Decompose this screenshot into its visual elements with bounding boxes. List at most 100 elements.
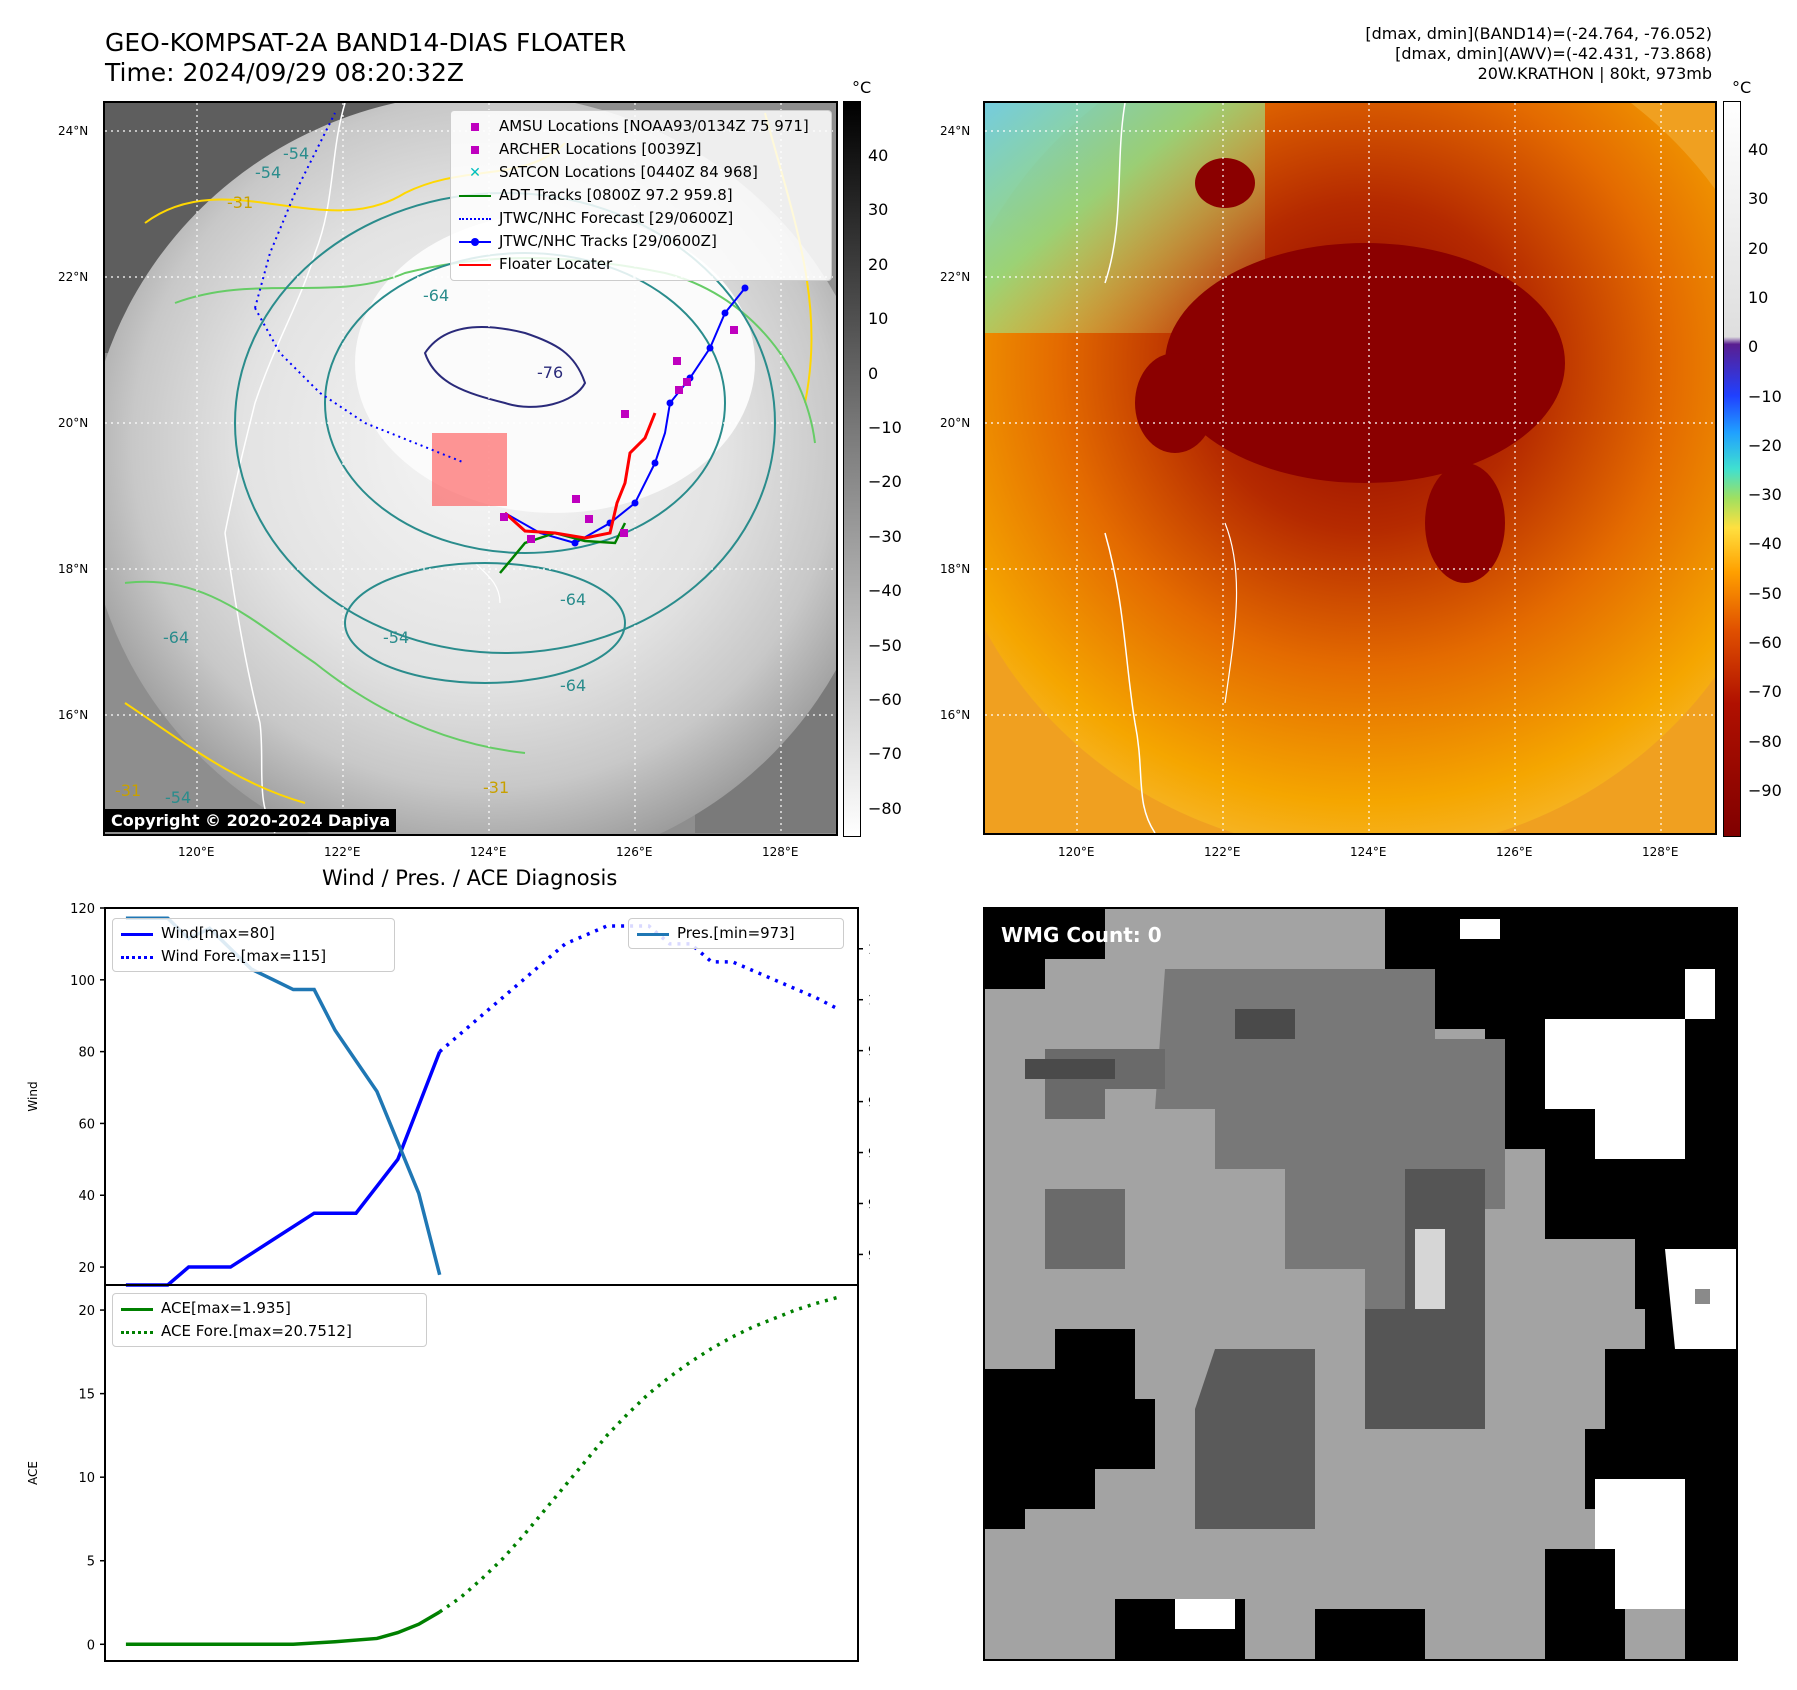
colorbar-tick: −70	[868, 744, 902, 764]
contour-label: -76	[537, 363, 563, 382]
y-right-tick-label: 995	[868, 1045, 870, 1060]
y-tick-label: 0	[87, 1638, 95, 1653]
y-axis-label: Wind	[26, 1081, 40, 1111]
colorbar-tick: 40	[868, 146, 889, 165]
lat-label: 24°N	[940, 124, 971, 138]
wmg-panel: WMG Count: 0	[983, 907, 1738, 1661]
lon-label: 126°E	[616, 845, 653, 859]
ir-map-panel: -76 -64 -64 -64 -64 -54 -54 -54 -31 -31 …	[103, 101, 838, 836]
colorbar-tick: 0	[1748, 337, 1759, 357]
diagnosis-title: Wind / Pres. / ACE Diagnosis	[322, 866, 618, 890]
y-tick-label: 80	[78, 1046, 95, 1061]
y-tick-label: 20	[78, 1261, 95, 1276]
contour-label: -64	[560, 676, 586, 695]
colorbar-tick: −80	[868, 798, 902, 818]
colorbar-tick: −80	[1748, 731, 1782, 751]
y-right-tick-label: 975	[868, 1248, 870, 1263]
colorbar-tick: −70	[1748, 682, 1782, 702]
colorbar-tick: 10	[1748, 287, 1769, 307]
colorbar-tick: −40	[868, 581, 902, 601]
awv-map-image	[985, 103, 1715, 833]
figure-title: GEO-KOMPSAT-2A BAND14-DIAS FLOATER	[105, 28, 627, 57]
lat-label: 20°N	[58, 416, 89, 430]
colorbar-tick: −10	[1748, 386, 1782, 406]
contour-label: -31	[227, 193, 253, 212]
lon-label: 122°E	[324, 845, 361, 859]
colorbar-tick: 0	[868, 363, 879, 383]
wmg-image	[985, 909, 1736, 1659]
y-right-tick-label: 990	[868, 1096, 870, 1111]
contour-label: -54	[165, 788, 191, 807]
info-band14: [dmax, dmin](BAND14)=(-24.764, -76.052)	[1365, 24, 1712, 43]
legend-item-floater: Floater Locater	[459, 253, 823, 276]
colorbar-tick: 20	[868, 254, 889, 274]
lon-label: 128°E	[762, 845, 799, 859]
series-line-wind	[125, 1050, 442, 1287]
lat-label: 24°N	[58, 124, 89, 138]
colorbar-tick: −60	[868, 690, 902, 709]
lat-label: 16°N	[940, 708, 971, 722]
legend-item-ace: ACE[max=1.935]	[121, 1297, 418, 1320]
legend-item-ace-forecast: ACE Fore.[max=20.7512]	[121, 1320, 418, 1343]
y-right-tick-label: 1005	[868, 943, 870, 958]
colorbar-tick: 40	[1748, 140, 1769, 159]
lat-label: 22°N	[58, 270, 89, 284]
y-right-tick-label: 985	[868, 1147, 870, 1162]
colorbar-tick: 30	[868, 200, 889, 220]
colorbar-tick: −50	[868, 635, 902, 655]
colorbar-tick: −20	[868, 472, 902, 492]
legend-item-satcon: ✕ SATCON Locations [0440Z 84 968]	[469, 163, 758, 181]
lat-label: 22°N	[940, 270, 971, 284]
legend-item-adt: ADT Tracks [0800Z 97.2 959.8]	[459, 184, 823, 207]
colorbar-awv	[1723, 101, 1741, 837]
lon-label: 120°E	[1058, 845, 1095, 859]
y-tick-label: 15	[78, 1388, 95, 1403]
contour-label: -31	[483, 778, 509, 797]
lat-label: 16°N	[58, 708, 89, 722]
y-right-tick-label: 1000	[868, 994, 870, 1009]
colorbar-gray	[843, 101, 861, 837]
legend-item-amsu: AMSU Locations [NOAA93/0134Z 75 971]	[459, 115, 823, 138]
series-line-ace	[125, 1610, 441, 1647]
legend-item-pressure: Pres.[min=973]	[637, 922, 835, 945]
colorbar-tick: −50	[1748, 583, 1782, 603]
colorbar-unit: °C	[1732, 78, 1752, 97]
lon-label: 128°E	[1642, 845, 1679, 859]
y-tick-label: 20	[78, 1304, 95, 1319]
colorbar-tick: 30	[1748, 189, 1769, 209]
lat-label: 18°N	[58, 562, 89, 576]
colorbar-tick: −40	[1748, 534, 1782, 554]
colorbar-tick: −10	[868, 418, 902, 437]
series-line-ace-fore-	[438, 1295, 838, 1614]
awv-map-panel	[983, 101, 1717, 835]
lon-label: 126°E	[1496, 845, 1533, 859]
colorbar-tick: −30	[868, 526, 902, 546]
wmg-count-label: WMG Count: 0	[1001, 923, 1162, 947]
colorbar-tick: 10	[868, 309, 889, 329]
y-tick-label: 100	[70, 974, 95, 989]
y-tick-label: 40	[78, 1189, 95, 1204]
y-axis-label: ACE	[26, 1461, 40, 1485]
lat-label: 18°N	[940, 562, 971, 576]
diagnosis-charts: 20406080100120Wind9759809859909951000100…	[26, 902, 870, 1662]
colorbar-tick: 20	[1748, 238, 1769, 258]
y-tick-label: 60	[78, 1117, 95, 1132]
colorbar-tick: −90	[1748, 780, 1782, 800]
contour-label: -54	[255, 163, 281, 182]
contour-label: -54	[283, 144, 309, 163]
chart-frame	[104, 1284, 859, 1662]
lon-label: 124°E	[470, 845, 507, 859]
lat-label: 20°N	[940, 416, 971, 430]
legend-item-wind-forecast: Wind Fore.[max=115]	[121, 945, 386, 968]
legend-item-jtwc-forecast: JTWC/NHC Forecast [29/0600Z]	[459, 207, 823, 230]
lon-label: 120°E	[178, 845, 215, 859]
pressure-legend: Pres.[min=973]	[628, 918, 844, 949]
colorbar-tick: −20	[1748, 435, 1782, 455]
contour-label: -54	[383, 628, 409, 647]
y-tick-label: 5	[87, 1555, 95, 1570]
ace-legend: ACE[max=1.935] ACE Fore.[max=20.7512]	[112, 1293, 427, 1347]
contour-label: -31	[115, 781, 141, 800]
legend-item-wind: Wind[max=80]	[121, 922, 386, 945]
y-tick-label: 10	[78, 1471, 95, 1486]
map-legend: AMSU Locations [NOAA93/0134Z 75 971] ARC…	[450, 110, 832, 281]
